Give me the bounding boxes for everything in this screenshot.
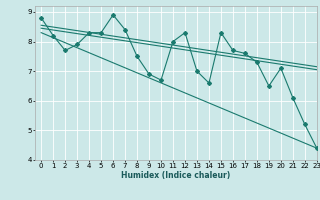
X-axis label: Humidex (Indice chaleur): Humidex (Indice chaleur) (121, 171, 231, 180)
